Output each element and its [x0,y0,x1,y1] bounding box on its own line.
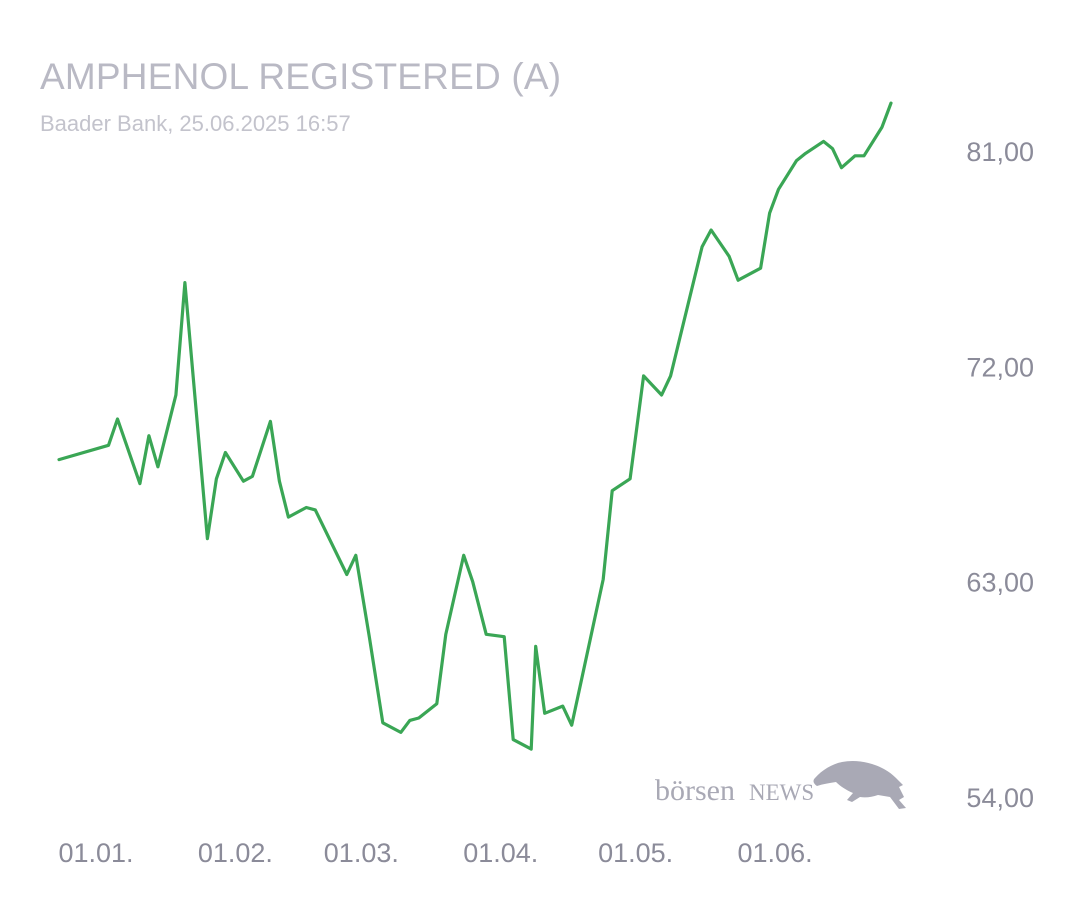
chart-subtitle: Baader Bank, 25.06.2025 16:57 [40,111,351,136]
x-tick-label: 01.05. [598,838,673,868]
y-tick-label: 72,00 [966,352,1034,382]
logo-text-upper: NEWS [749,780,814,805]
y-tick-label: 63,00 [966,568,1034,598]
x-tick-label: 01.04. [463,838,538,868]
chart-title: AMPHENOL REGISTERED (A) [40,56,562,97]
bull-icon [813,760,906,809]
x-tick-label: 01.03. [324,838,399,868]
logo-text-lower: börsen [655,774,735,807]
y-tick-label: 54,00 [966,783,1034,813]
price-line [57,101,893,751]
boersennews-logo: börsen NEWS [655,760,906,809]
x-tick-label: 01.06. [738,838,813,868]
x-tick-label: 01.01. [58,838,133,868]
x-axis: 01.01. 01.02. 01.03. 01.04. 01.05. 01.06. [58,838,812,868]
y-tick-label: 81,00 [966,137,1034,167]
y-axis: 81,00 72,00 63,00 54,00 [966,137,1034,813]
x-tick-label: 01.02. [198,838,273,868]
